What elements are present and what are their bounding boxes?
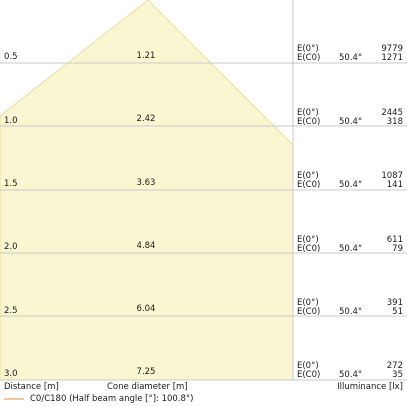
illuminance-axis-label: Illuminance [lx]: [337, 382, 403, 392]
distance-label: 2.5: [4, 306, 18, 316]
ec0-value: 51: [392, 307, 403, 317]
ec0-label: E(C0): [297, 370, 321, 380]
e0-value: 1087: [381, 171, 403, 181]
e0-label: E(0°): [297, 44, 319, 54]
half-angle-label: 50.4°: [339, 117, 363, 127]
half-angle-label: 50.4°: [339, 244, 363, 254]
cone-diameter-axis-label: Cone diameter [m]: [107, 382, 188, 392]
cone-diameter-label: 1.21: [136, 51, 156, 61]
ec0-value: 1271: [381, 53, 403, 63]
ec0-value: 35: [392, 370, 403, 380]
distance-label: 1.0: [4, 116, 18, 126]
distance-label: 1.5: [4, 179, 18, 189]
cone-diameter-label: 6.04: [136, 304, 156, 314]
e0-label: E(0°): [297, 171, 319, 181]
distance-label: 0.5: [4, 52, 18, 62]
e0-value: 272: [386, 361, 403, 371]
e0-label: E(0°): [297, 235, 319, 245]
ec0-label: E(C0): [297, 117, 321, 127]
e0-value: 611: [386, 235, 403, 245]
cone-diameter-label: 7.25: [136, 367, 156, 377]
half-angle-label: 50.4°: [339, 307, 363, 317]
distance-label: 3.0: [4, 369, 18, 379]
distance-label: 2.0: [4, 242, 18, 252]
distance-axis-label: Distance [m]: [4, 382, 59, 392]
ec0-value: 141: [386, 180, 403, 190]
e0-value: 391: [386, 298, 403, 308]
legend-text: C0/C180 (Half beam angle [°]: 100.8°): [30, 394, 194, 404]
ec0-label: E(C0): [297, 180, 321, 190]
half-angle-label: 50.4°: [339, 370, 363, 380]
e0-value: 2445: [381, 108, 403, 118]
half-angle-label: 50.4°: [339, 180, 363, 190]
e0-label: E(0°): [297, 361, 319, 371]
ec0-label: E(C0): [297, 307, 321, 317]
ec0-value: 79: [392, 244, 403, 254]
e0-label: E(0°): [297, 298, 319, 308]
cone-diameter-label: 3.63: [136, 178, 156, 188]
cone-diameter-label: 2.42: [136, 114, 156, 124]
ec0-label: E(C0): [297, 244, 321, 254]
ec0-value: 318: [386, 117, 403, 127]
ec0-label: E(C0): [297, 53, 321, 63]
e0-value: 9779: [381, 44, 403, 54]
e0-label: E(0°): [297, 108, 319, 118]
cone-diameter-label: 4.84: [136, 241, 156, 251]
half-angle-label: 50.4°: [339, 53, 363, 63]
